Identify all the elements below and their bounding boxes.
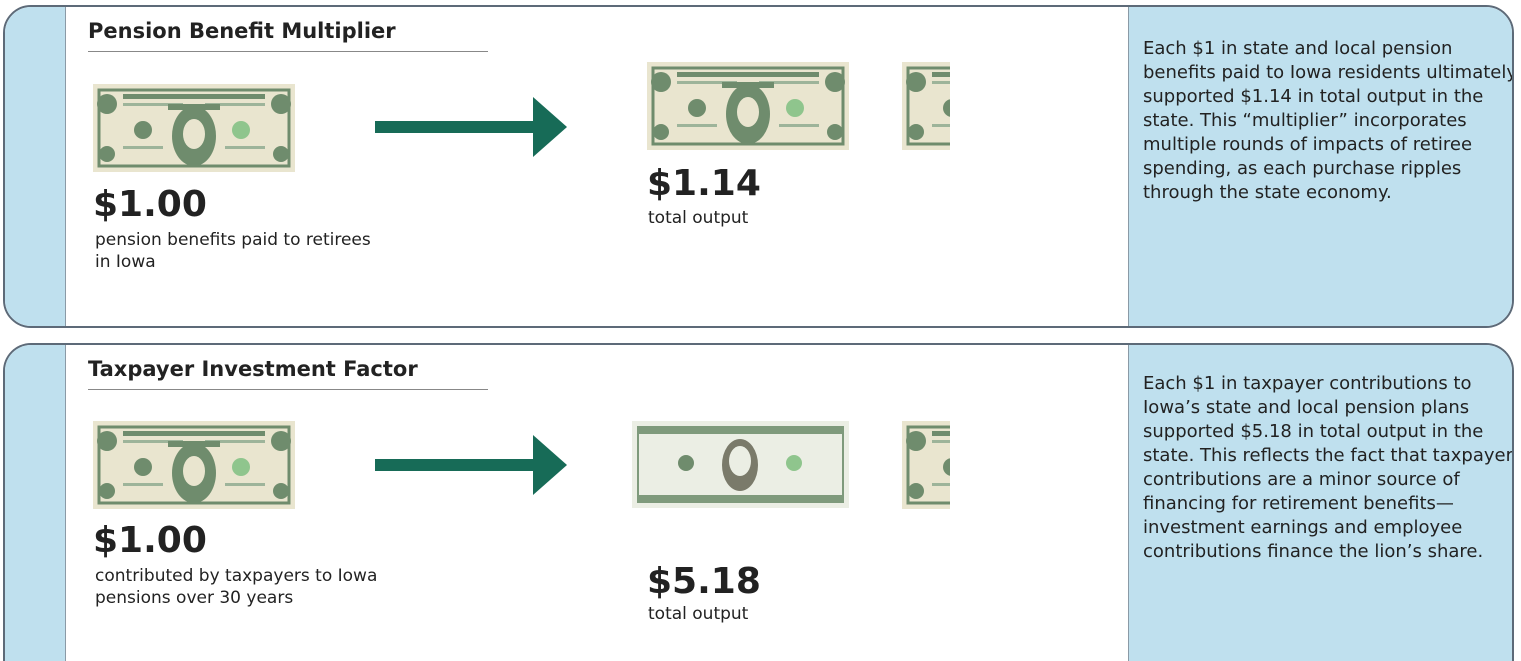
input-amount: $1.00 bbox=[93, 521, 207, 561]
output-amount: $5.18 bbox=[647, 562, 761, 602]
input-caption: contributed by taxpayers to Iowa pension… bbox=[95, 565, 395, 609]
page: Pension Benefit Multiplier $1.00 pension… bbox=[0, 0, 1521, 661]
panel: Pension Benefit Multiplier $1.00 pension… bbox=[3, 5, 1514, 328]
output-amount: $1.14 bbox=[647, 164, 761, 204]
description-box: Each $1 in state and local pension benef… bbox=[1128, 7, 1512, 326]
panel: Taxpayer Investment Factor $1.00 contrib… bbox=[3, 343, 1514, 661]
input-amount: $1.00 bbox=[93, 185, 207, 225]
description: Each $1 in taxpayer contributions to Iow… bbox=[1143, 372, 1514, 564]
illustration bbox=[5, 7, 1125, 327]
input-caption: pension benefits paid to retirees in Iow… bbox=[95, 229, 375, 273]
description-box: Each $1 in taxpayer contributions to Iow… bbox=[1128, 345, 1512, 661]
illustration bbox=[5, 345, 1125, 661]
description: Each $1 in state and local pension benef… bbox=[1143, 37, 1514, 205]
output-caption: total output bbox=[648, 207, 948, 229]
output-caption: total output bbox=[648, 603, 948, 625]
